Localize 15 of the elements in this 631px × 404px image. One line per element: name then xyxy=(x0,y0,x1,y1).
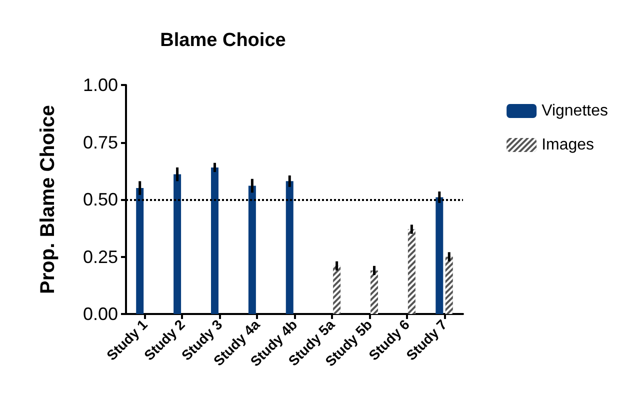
y-tick-label: 0.25 xyxy=(82,246,118,267)
chart-title: Blame Choice xyxy=(160,30,286,51)
legend-label: Vignettes xyxy=(542,102,608,120)
legend-label: Images xyxy=(542,136,594,154)
y-tick-label: 0.00 xyxy=(82,304,118,324)
bar xyxy=(136,188,144,314)
bar xyxy=(436,197,444,314)
y-tick-label: 0.75 xyxy=(82,132,118,152)
bar xyxy=(248,186,256,314)
bar xyxy=(211,167,218,314)
y-tick-label: 0.50 xyxy=(82,190,118,210)
y-tick-label: 1.00 xyxy=(82,75,118,95)
bar xyxy=(174,174,182,314)
bar xyxy=(286,181,294,314)
y-axis-title: Prop. Blame Choice xyxy=(37,105,59,294)
